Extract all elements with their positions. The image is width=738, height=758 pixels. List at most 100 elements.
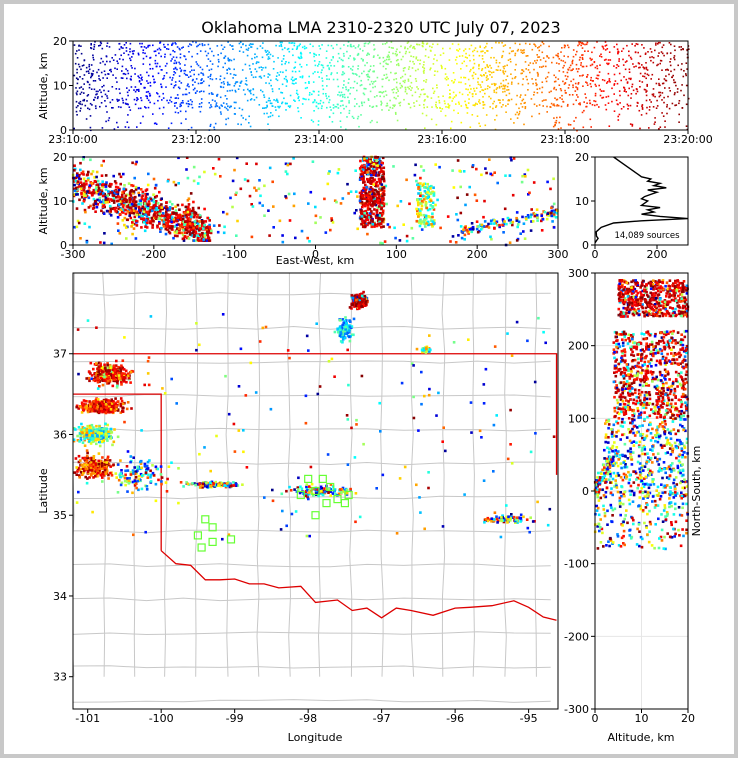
time-height-point <box>401 75 404 78</box>
time-height-point <box>673 55 676 57</box>
time-height-point <box>106 42 109 44</box>
time-height-point <box>567 46 570 49</box>
time-height-point <box>577 83 580 85</box>
time-height-point <box>106 77 108 79</box>
ew-height-point <box>370 217 374 221</box>
ew-height-point <box>368 207 372 211</box>
time-height-point <box>607 95 610 98</box>
time-height-point <box>605 96 608 98</box>
ew-height-point <box>117 207 121 211</box>
time-height-point <box>345 88 348 91</box>
time-height-point <box>685 62 688 64</box>
time-height-point <box>521 52 524 54</box>
ew-height-point <box>120 193 124 197</box>
time-height-point <box>219 78 221 81</box>
plan-view-point <box>119 377 123 380</box>
time-height-point <box>600 56 603 58</box>
ew-height-point <box>245 162 248 165</box>
time-height-point <box>162 92 164 95</box>
time-height-point <box>162 78 164 80</box>
ew-height-point <box>467 230 471 234</box>
time-height-point <box>343 55 345 57</box>
time-height-point <box>174 42 176 44</box>
plan-view-point <box>108 371 111 375</box>
time-height-ticks: 23:10:00 23:12:00 23:14:00 23:16:00 23:18:00… <box>48 35 712 146</box>
ew-height-point <box>456 196 459 200</box>
ew-height-point <box>535 208 539 211</box>
time-height-point <box>423 67 426 70</box>
time-height-point <box>582 43 584 45</box>
time-height-point <box>599 64 601 66</box>
ew-height-point <box>272 205 275 208</box>
time-height-point <box>521 69 523 71</box>
ew-height-point <box>74 187 78 191</box>
time-height-point <box>596 67 599 70</box>
ew-height-point <box>529 229 533 232</box>
ew-height-point <box>205 228 209 231</box>
ew-height-point <box>328 170 331 173</box>
time-height-point <box>426 42 429 45</box>
ew-height-point <box>188 210 191 213</box>
time-height-point <box>261 90 264 93</box>
time-height-point <box>594 100 597 103</box>
time-height-point <box>421 42 424 45</box>
time-height-point <box>537 75 539 77</box>
time-height-point <box>373 48 375 51</box>
time-height-point <box>100 71 103 74</box>
ew-height-point <box>156 202 160 205</box>
time-height-point <box>130 65 133 67</box>
ew-height-point <box>184 205 188 209</box>
ew-height-point <box>137 186 140 190</box>
time-height-point <box>388 79 390 82</box>
time-height-point <box>390 41 393 43</box>
time-height-point <box>645 62 647 64</box>
ew-height-point <box>460 236 464 240</box>
ew-height-point <box>258 201 262 205</box>
ew-height-point <box>366 171 369 174</box>
time-height-point <box>106 97 109 99</box>
time-height-point <box>99 105 101 108</box>
time-height-point <box>285 109 287 111</box>
time-height-point <box>136 99 138 102</box>
time-height-point <box>447 84 449 86</box>
ew-height-point <box>359 176 362 180</box>
time-height-point <box>567 103 569 106</box>
plan-view-point <box>112 364 116 367</box>
ew-height-point <box>102 198 106 202</box>
time-height-point <box>145 55 148 58</box>
time-height-point <box>381 78 384 81</box>
ew-height-point <box>75 174 79 177</box>
time-height-point <box>161 69 163 71</box>
ew-height-point <box>393 226 396 230</box>
time-height-point <box>611 87 613 90</box>
time-height-point <box>209 125 212 127</box>
plan-view-point <box>120 399 124 403</box>
time-height-point <box>474 47 477 49</box>
plan-view-point <box>127 376 131 380</box>
ew-height-point <box>466 230 469 233</box>
time-height-point <box>227 105 229 107</box>
time-height-point <box>474 104 476 106</box>
time-height-point <box>518 107 520 110</box>
ew-height-point <box>199 224 203 228</box>
ew-height-point <box>174 209 178 212</box>
time-height-point <box>619 102 621 104</box>
ew-height-point <box>94 210 97 213</box>
time-height-point <box>616 64 618 66</box>
time-height-point <box>649 99 651 101</box>
ew-height-point <box>359 217 363 221</box>
ew-height-point <box>419 191 422 195</box>
time-height-point <box>628 50 630 53</box>
time-height-point <box>655 82 658 85</box>
ew-height-point <box>175 219 179 223</box>
ew-height-point <box>86 178 90 182</box>
time-height-point <box>202 80 205 83</box>
ew-height-point <box>428 207 432 211</box>
time-height-point <box>76 93 78 96</box>
ew-height-point <box>434 163 437 166</box>
time-height-point <box>80 86 83 88</box>
time-height-point <box>337 94 339 96</box>
time-height-point <box>86 100 88 102</box>
time-height-point <box>73 74 76 77</box>
time-height-point <box>584 43 586 46</box>
